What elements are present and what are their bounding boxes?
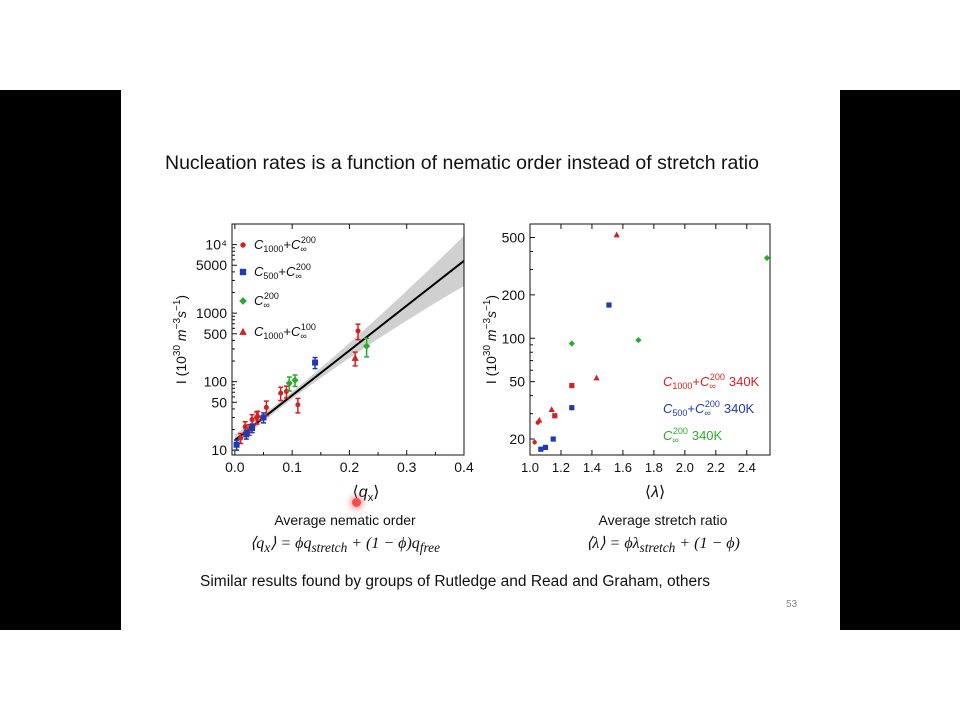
fit-line <box>234 260 465 441</box>
data-point <box>569 405 575 411</box>
data-point <box>285 379 293 387</box>
letterbox-left <box>0 90 121 630</box>
y-tick-label: 10⁴ <box>205 237 227 253</box>
data-point <box>260 414 267 421</box>
data-point <box>312 359 319 366</box>
x-tick-label: 1.8 <box>645 460 663 475</box>
y-tick-label: 5000 <box>196 257 227 273</box>
letterbox-right <box>840 90 960 630</box>
x-tick-label: 0.1 <box>282 459 302 475</box>
legend-label: C1000+C∞200 340K <box>663 372 760 391</box>
legend-label: C∞200 <box>254 291 279 310</box>
data-point <box>613 231 620 238</box>
legend-label: C∞200 340K <box>663 426 723 445</box>
y-tick-label: 50 <box>509 374 525 390</box>
data-point <box>569 382 575 389</box>
x-tick-label: 2.2 <box>707 460 725 475</box>
pointer-cursor <box>352 498 361 507</box>
x-tick-label: 0.4 <box>454 459 474 475</box>
legend-marker <box>239 268 247 276</box>
data-point <box>238 435 244 441</box>
right-equation: ⟨λ⟩ = ϕλstretch + (1 − ϕ) <box>586 535 740 556</box>
y-tick-label: 1000 <box>196 305 227 321</box>
data-point <box>355 328 361 334</box>
slide <box>121 90 840 630</box>
legend-label: C1000+C∞100 <box>254 322 316 341</box>
data-point <box>263 404 269 411</box>
x-tick-label: 1.4 <box>583 460 601 475</box>
x-tick-label: 0.2 <box>340 459 360 475</box>
y-tick-label: 50 <box>211 394 227 410</box>
data-point <box>606 302 612 308</box>
y-tick-label: 200 <box>502 287 526 303</box>
data-point <box>542 444 549 451</box>
left-equation: ⟨qx⟩ = ϕqstretch + (1 − ϕ)qfree <box>249 535 441 556</box>
y-axis-label: I (1030 m−3s−1) <box>482 295 499 384</box>
data-point <box>538 446 544 452</box>
x-tick-label: 1.0 <box>521 460 539 475</box>
data-point <box>568 340 575 347</box>
y-axis-label: I (1030 m−3s−1) <box>172 295 189 384</box>
y-tick-label: 100 <box>502 330 526 346</box>
data-point <box>283 388 289 394</box>
data-point <box>249 416 255 423</box>
data-point <box>254 411 262 419</box>
y-tick-label: 500 <box>502 229 526 245</box>
data-point <box>295 402 301 408</box>
legend-marker <box>239 297 247 305</box>
page-number: 53 <box>786 599 798 610</box>
data-point <box>249 425 256 432</box>
x-tick-label: 1.2 <box>552 460 570 475</box>
y-tick-label: 10 <box>211 442 227 458</box>
data-point <box>532 440 537 445</box>
confidence-band <box>234 235 464 446</box>
left-plot-frame <box>231 223 465 456</box>
x-tick-label: 2.4 <box>738 460 756 475</box>
slide-footer: Similar results found by groups of Rutle… <box>200 573 711 590</box>
data-point <box>536 416 543 423</box>
x-tick-label: 0.0 <box>225 459 245 475</box>
data-point <box>593 374 600 381</box>
legend-label: C1000+C∞200 <box>254 235 316 254</box>
data-point <box>351 354 359 361</box>
data-point <box>278 390 284 396</box>
y-tick-label: 500 <box>204 326 228 342</box>
right-plot-frame <box>529 223 771 456</box>
legend-label: C500+C∞200 340K <box>663 399 755 418</box>
right-caption: Average stretch ratio <box>598 512 728 528</box>
x-tick-label: 2.0 <box>676 460 694 475</box>
y-tick-label: 100 <box>204 374 228 390</box>
data-point <box>550 436 556 442</box>
legend-marker <box>240 242 246 248</box>
data-point <box>291 376 299 384</box>
data-point <box>233 441 240 448</box>
data-point <box>552 413 558 419</box>
y-tick-label: 20 <box>509 431 525 447</box>
data-point <box>363 342 371 350</box>
legend-label: C500+C∞200 <box>254 262 311 281</box>
x-axis-label: ⟨λ⟩ <box>645 484 665 501</box>
data-point <box>548 406 555 412</box>
data-point <box>242 424 248 430</box>
left-caption: Average nematic order <box>274 512 416 528</box>
x-tick-label: 1.6 <box>614 460 632 475</box>
data-point <box>243 431 250 438</box>
slide-title: Nucleation rates is a function of nemati… <box>165 152 759 174</box>
data-point <box>763 254 771 262</box>
data-point <box>635 337 642 344</box>
x-tick-label: 0.3 <box>397 459 417 475</box>
legend-marker <box>239 327 247 335</box>
